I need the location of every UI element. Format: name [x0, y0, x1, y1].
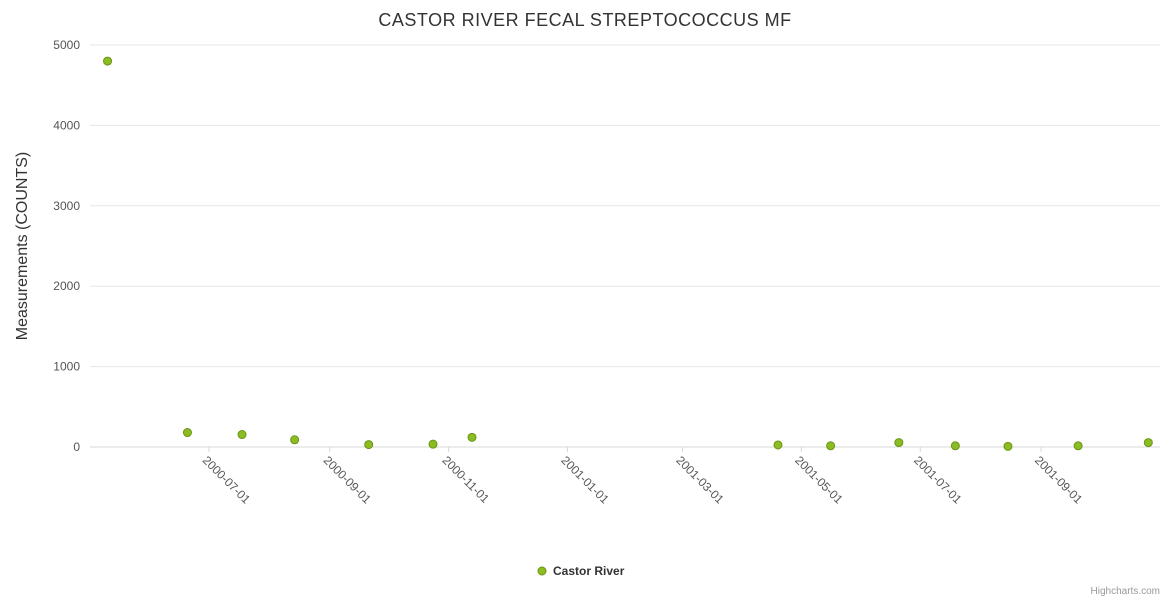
data-point[interactable] — [950, 441, 960, 451]
data-point[interactable] — [826, 441, 836, 451]
data-point[interactable] — [894, 438, 904, 448]
y-tick-label: 5000 — [53, 38, 80, 52]
x-tick-label: 2000-09-01 — [321, 453, 375, 507]
data-point[interactable] — [1143, 438, 1153, 448]
y-tick-label: 0 — [73, 440, 80, 454]
data-point[interactable] — [237, 430, 247, 440]
y-tick-label: 3000 — [53, 199, 80, 213]
x-tick-label: 2000-11-01 — [439, 453, 492, 506]
y-tick-label: 1000 — [53, 360, 80, 374]
y-axis-title: Measurements (COUNTS) — [14, 152, 31, 340]
axis-lines — [90, 446, 1160, 452]
data-point[interactable] — [773, 440, 783, 450]
x-tick-label: 2001-05-01 — [792, 453, 846, 507]
data-point[interactable] — [1073, 441, 1083, 451]
gridlines — [90, 44, 1160, 448]
data-point[interactable] — [290, 435, 300, 445]
x-tick-labels: 2000-07-01 2000-09-01 2000-11-01 2001-01-01… — [200, 453, 1086, 507]
x-tick-label: 2001-03-01 — [673, 453, 727, 507]
data-point[interactable] — [467, 432, 477, 442]
y-tick-label: 2000 — [53, 279, 80, 293]
data-point[interactable] — [364, 440, 374, 450]
x-tick-label: 2001-09-01 — [1032, 453, 1086, 507]
x-tick-label: 2001-01-01 — [558, 453, 612, 507]
legend-label[interactable]: Castor River — [553, 564, 625, 578]
data-point[interactable] — [103, 56, 113, 66]
legend-item-castor-river[interactable]: Castor River — [537, 564, 625, 578]
legend-marker-icon — [537, 566, 547, 576]
y-tick-labels: 0 1000 2000 3000 4000 5000 — [53, 38, 80, 454]
y-tick-label: 4000 — [53, 118, 80, 132]
chart-title: CASTOR RIVER FECAL STREPTOCOCCUS MF — [378, 10, 791, 30]
data-point[interactable] — [182, 428, 192, 438]
data-point[interactable] — [428, 439, 438, 449]
data-point[interactable] — [1003, 441, 1013, 451]
series-points — [103, 56, 1153, 451]
x-tick-label: 2001-07-01 — [911, 453, 965, 507]
x-tick-label: 2000-07-01 — [200, 453, 254, 507]
highcharts-credit-link[interactable]: Highcharts.com — [1091, 586, 1160, 597]
